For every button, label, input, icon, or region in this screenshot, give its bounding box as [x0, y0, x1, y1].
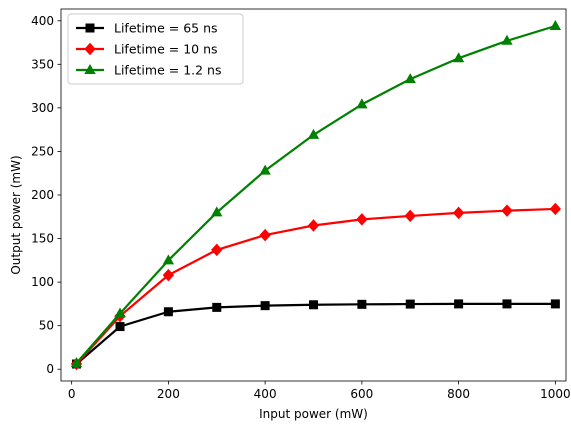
y-tick-label: 100 — [31, 275, 54, 289]
y-axis-label: Output power (mW) — [9, 155, 23, 274]
y-tick-label: 200 — [31, 188, 54, 202]
x-tick-label: 0 — [68, 387, 76, 401]
y-tick-label: 350 — [31, 57, 54, 71]
legend: Lifetime = 65 ns Lifetime = 10 ns Lifetime… — [67, 13, 244, 85]
data-point — [259, 164, 271, 175]
x-tick-label: 200 — [157, 387, 180, 401]
data-point — [115, 322, 125, 332]
legend-entry: Lifetime = 10 ns — [76, 42, 218, 57]
data-point — [307, 219, 320, 232]
data-point — [163, 307, 173, 317]
legend-entry: Lifetime = 1.2 ns — [76, 63, 221, 78]
y-tick-label: 0 — [46, 362, 54, 376]
data-point — [404, 209, 416, 223]
series-layer — [70, 19, 562, 371]
series-line — [75, 207, 556, 365]
data-point — [307, 128, 320, 139]
data-point — [309, 300, 318, 310]
x-tick-label: 1000 — [540, 387, 571, 401]
y-tick-label: 150 — [31, 232, 54, 246]
data-point — [501, 34, 513, 45]
data-point — [550, 299, 560, 309]
data-point — [356, 98, 368, 109]
y-tick-label: 250 — [31, 144, 54, 158]
data-point — [259, 228, 271, 242]
y-tick-label: 50 — [39, 319, 54, 333]
legend-marker — [84, 42, 96, 56]
data-point — [356, 213, 368, 226]
data-point — [260, 301, 270, 311]
data-point — [114, 307, 126, 318]
data-point — [452, 52, 465, 63]
legend-label: Lifetime = 10 ns — [114, 42, 218, 57]
data-point — [405, 299, 415, 309]
legend-marker — [85, 23, 95, 33]
x-tick-label: 800 — [447, 387, 470, 401]
axes: 0 200 400 600 800 1000 0 50 100 150 200 250 300 350 40… — [31, 8, 571, 401]
x-tick-label: 400 — [254, 387, 277, 401]
x-axis-label: Input power (mW) — [259, 407, 368, 421]
data-point — [501, 204, 513, 217]
y-tick-label: 400 — [31, 14, 54, 28]
series-1 — [71, 299, 560, 369]
series-3 — [70, 19, 562, 368]
legend-label: Lifetime = 1.2 ns — [114, 63, 221, 78]
data-point — [404, 73, 416, 84]
legend-entry: Lifetime = 65 ns — [76, 21, 218, 36]
legend-box — [67, 13, 244, 85]
data-point — [70, 357, 83, 368]
data-point — [162, 268, 175, 282]
data-point — [211, 206, 223, 217]
data-point — [162, 254, 175, 265]
data-point — [357, 299, 367, 309]
data-point — [549, 19, 562, 30]
data-point — [212, 302, 222, 312]
legend-label: Lifetime = 65 ns — [114, 21, 218, 36]
series-line — [75, 302, 556, 365]
data-point — [452, 206, 465, 220]
data-point — [502, 299, 512, 309]
legend-marker — [84, 63, 96, 74]
y-tick-label: 300 — [31, 101, 54, 115]
data-point — [211, 243, 223, 257]
data-point — [549, 202, 562, 216]
data-point — [454, 299, 464, 309]
x-tick-label: 600 — [350, 387, 373, 401]
